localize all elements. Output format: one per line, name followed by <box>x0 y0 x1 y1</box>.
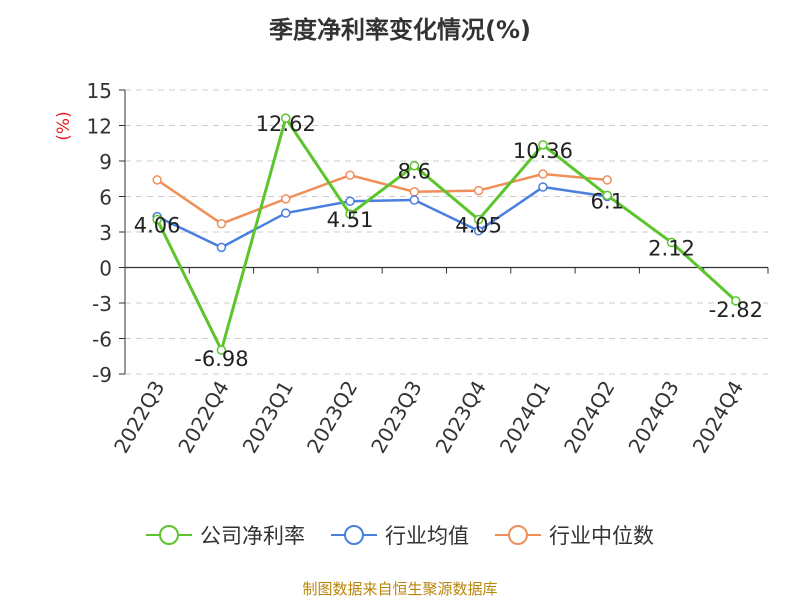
data-label: 6.1 <box>591 189 624 213</box>
x-tick-label: 2023Q1 <box>238 377 298 458</box>
data-label: 4.06 <box>134 213 181 237</box>
series-line <box>156 185 608 249</box>
data-point <box>152 175 162 185</box>
legend-label-industry-median: 行业中位数 <box>549 524 654 548</box>
x-tick-label: 2022Q3 <box>109 377 169 458</box>
y-tick-label: -9 <box>92 363 112 387</box>
y-tick-label: 12 <box>87 115 112 139</box>
data-point <box>281 113 291 123</box>
x-tick-label: 2024Q4 <box>688 377 748 458</box>
data-point <box>473 226 484 236</box>
series-line <box>155 116 737 352</box>
x-tick-label: 2023Q2 <box>302 377 362 458</box>
data-label: -2.82 <box>709 298 763 322</box>
y-tick-label: 15 <box>87 79 112 103</box>
series <box>152 113 741 355</box>
y-tick-label: 3 <box>99 221 112 245</box>
x-tick-label: 2022Q4 <box>173 377 233 458</box>
data-point <box>281 194 291 204</box>
data-point <box>602 175 612 185</box>
x-tick-label: 2024Q2 <box>559 377 619 458</box>
source-note: 制图数据来自恒生聚源数据库 <box>302 580 498 598</box>
data-point <box>281 208 291 218</box>
legend-marker-industry-mean <box>331 524 377 546</box>
x-tick-label: 2023Q3 <box>366 377 426 458</box>
data-point <box>538 140 548 150</box>
x-tick-label: 2024Q1 <box>495 377 555 458</box>
y-tick-label: -6 <box>92 328 112 352</box>
legend-item-industry-mean[interactable]: 行业均值 <box>331 520 469 550</box>
y-tick-label: 0 <box>99 257 112 281</box>
series-line <box>156 172 608 225</box>
data-label: -6.98 <box>194 347 248 371</box>
data-point <box>731 296 741 306</box>
data-point <box>666 237 677 248</box>
x-tick-label: 2024Q3 <box>623 377 683 458</box>
data-point <box>216 218 227 229</box>
data-label: 4.05 <box>455 214 502 238</box>
legend-label-company: 公司净利率 <box>200 524 305 548</box>
data-label: 8.6 <box>398 160 431 184</box>
data-point <box>345 209 355 219</box>
data-label: 10.36 <box>513 139 573 163</box>
legend-marker-industry-median <box>495 524 541 546</box>
data-label: 2.12 <box>648 236 695 260</box>
y-axis-label: (%) <box>54 111 74 140</box>
data-point <box>152 214 162 225</box>
legend-label-industry-mean: 行业均值 <box>385 524 469 548</box>
y-tick-label: -3 <box>92 292 112 316</box>
data-label: 4.51 <box>327 208 374 232</box>
data-point <box>473 185 484 196</box>
gridlines <box>125 89 768 375</box>
legend-marker-company <box>146 524 192 546</box>
data-label: 12.62 <box>256 112 316 136</box>
data-point <box>473 214 484 225</box>
data-point <box>409 187 420 197</box>
data-point <box>538 182 548 192</box>
data-point <box>345 170 355 180</box>
data-labels: 4.06 -6.98 12.62 4.51 8.6 4.05 10.36 6.1 2.12 -2.… <box>134 112 763 371</box>
data-point <box>345 196 355 206</box>
data-point <box>409 160 420 171</box>
legend-item-industry-median[interactable]: 行业中位数 <box>495 520 654 550</box>
data-point <box>216 345 227 355</box>
x-tick-label: 2023Q4 <box>431 377 491 458</box>
chart-title: 季度净利率变化情况(%) <box>269 16 531 44</box>
data-point <box>602 190 612 201</box>
legend: 公司净利率 行业均值 行业中位数 <box>0 520 800 550</box>
y-tick-label: 9 <box>99 150 112 174</box>
legend-item-company[interactable]: 公司净利率 <box>146 520 305 550</box>
data-point <box>538 169 548 179</box>
data-point <box>216 242 227 253</box>
y-tick-label: 6 <box>99 186 112 210</box>
data-point <box>409 195 420 205</box>
